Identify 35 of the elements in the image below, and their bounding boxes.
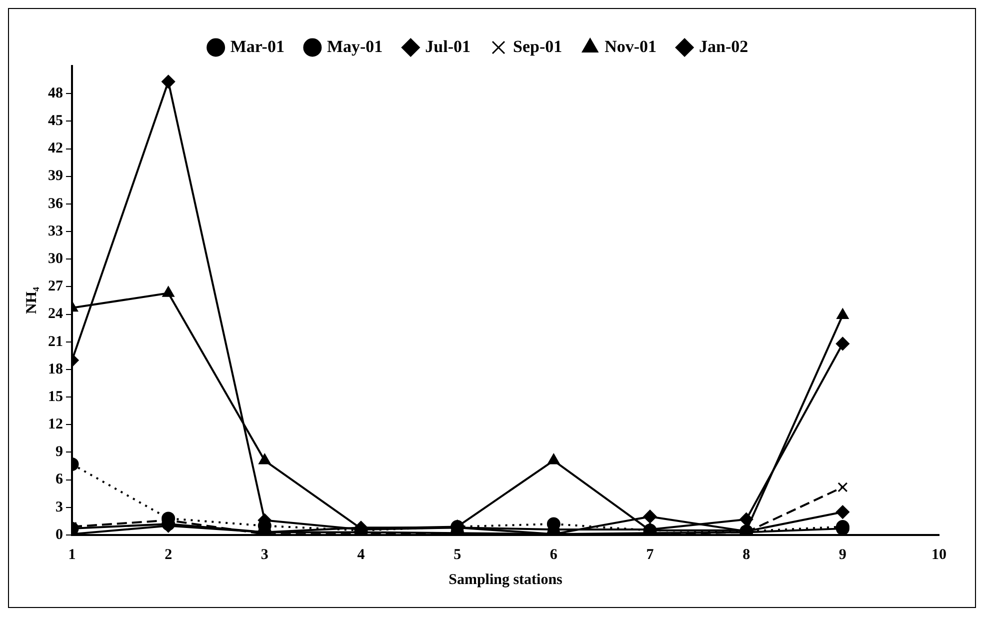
x-tick-label: 6 [550, 546, 558, 563]
x-tick-label: 4 [357, 546, 366, 563]
x-tick-label: 2 [164, 546, 172, 563]
x-tick-label: 1 [68, 546, 76, 563]
y-tick-label: 0 [56, 526, 63, 543]
legend-label: Jan-02 [699, 36, 748, 56]
legend-label: Mar-01 [230, 36, 284, 56]
y-tick-label: 39 [48, 168, 63, 184]
y-tick-label: 33 [48, 223, 63, 240]
y-tick-label: 15 [48, 388, 63, 405]
y-tick-label: 18 [48, 361, 63, 378]
legend-label: Sep-01 [513, 36, 562, 56]
y-tick-label: 9 [56, 444, 63, 460]
legend-label: May-01 [326, 36, 383, 56]
y-tick-label: 24 [48, 306, 64, 322]
y-tick-label: 27 [48, 278, 64, 295]
x-tick-label: 3 [260, 546, 268, 563]
x-tick-label: 5 [454, 546, 462, 563]
x-tick-label: 7 [646, 546, 654, 563]
y-tick-label: 21 [48, 334, 63, 350]
x-tick-label: 8 [742, 546, 750, 563]
y-tick-label: 42 [48, 140, 63, 157]
x-axis-title: Sampling stations [448, 572, 563, 588]
y-tick-label: 48 [48, 85, 63, 102]
y-tick-label: 6 [56, 472, 64, 488]
y-tick-label: 30 [48, 250, 63, 267]
x-tick-label: 9 [838, 546, 846, 563]
y-tick-label: 12 [48, 416, 63, 433]
x-tick-label: 10 [932, 546, 946, 563]
y-tick-label: 3 [56, 499, 63, 516]
y-axis-title: NH₄ [24, 286, 40, 314]
legend-label: Nov-01 [604, 36, 657, 56]
y-tick-label: 45 [48, 113, 63, 130]
y-tick-label: 36 [48, 196, 64, 212]
legend-label: Jul-01 [425, 36, 471, 56]
